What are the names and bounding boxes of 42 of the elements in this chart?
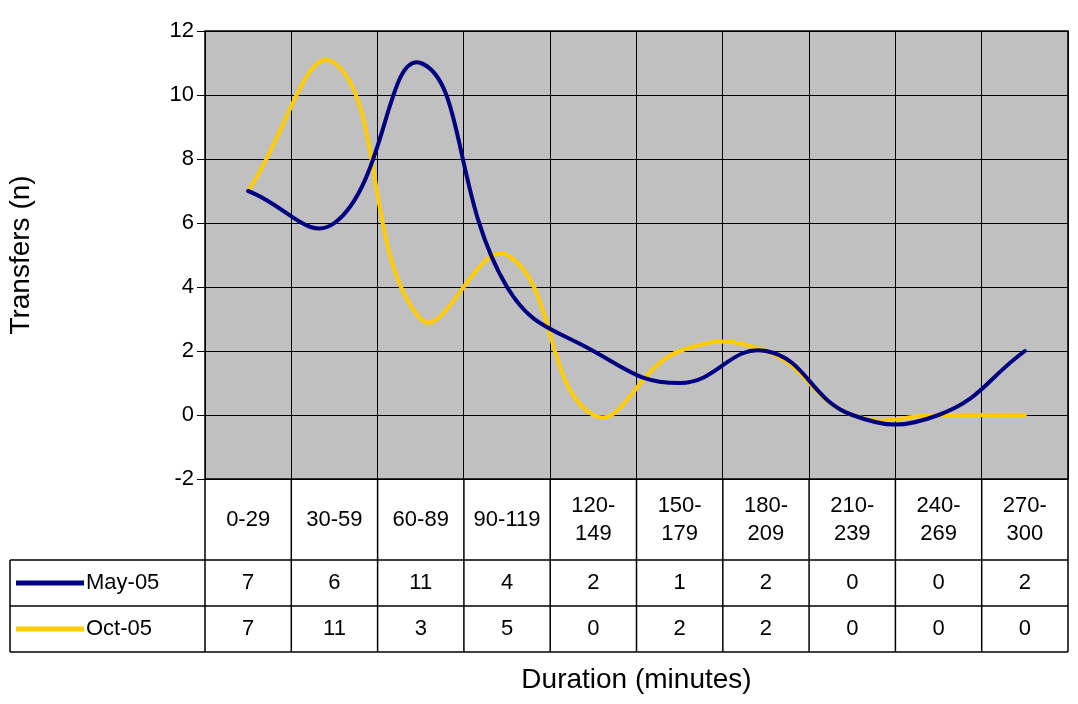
y-tick-label: 6 xyxy=(181,209,194,235)
data-label: 5 xyxy=(500,615,514,641)
x-tick-label: 180-209 xyxy=(743,491,788,545)
legend-label: Oct-05 xyxy=(86,615,153,641)
data-label: 1 xyxy=(673,569,686,595)
data-label: 2 xyxy=(759,569,773,595)
data-label: 11 xyxy=(409,569,433,595)
data-label: 6 xyxy=(328,569,341,595)
y-tick-label: -2 xyxy=(174,465,194,491)
y-axis-title: Transfers (n) xyxy=(3,175,35,335)
data-label: 11 xyxy=(323,615,346,641)
data-label: 0 xyxy=(587,615,600,641)
y-tick-label: 2 xyxy=(181,337,194,363)
x-tick-label: 60-89 xyxy=(392,505,449,531)
data-label: 0 xyxy=(932,615,945,641)
x-tick-label: 30-59 xyxy=(306,505,363,531)
x-tick-label: 90-119 xyxy=(473,505,541,531)
data-label: 0 xyxy=(846,615,859,641)
data-label: 7 xyxy=(242,569,255,595)
y-tick-label: 0 xyxy=(181,401,194,427)
y-tick-label: 10 xyxy=(169,81,194,107)
data-label: 2 xyxy=(587,569,600,595)
data-label: 2 xyxy=(1018,569,1031,595)
legend-label: May-05 xyxy=(86,569,160,595)
x-tick-label: 120-149 xyxy=(571,491,616,545)
data-label: 0 xyxy=(932,569,945,595)
y-tick-label: 8 xyxy=(181,145,194,171)
data-label: 0 xyxy=(1018,615,1031,641)
x-tick-label: 270-300 xyxy=(1002,491,1047,545)
data-label: 2 xyxy=(673,615,686,641)
data-label: 0 xyxy=(846,569,859,595)
y-tick-label: 12 xyxy=(169,17,194,43)
data-label: 4 xyxy=(500,569,514,595)
x-tick-label: 0-29 xyxy=(226,505,271,531)
x-tick-label: 210-239 xyxy=(830,491,875,545)
x-axis-title: Duration (minutes) xyxy=(521,662,752,694)
x-tick-label: 240-269 xyxy=(916,491,961,545)
y-tick-label: 4 xyxy=(181,273,194,299)
data-label: 3 xyxy=(414,615,427,641)
x-tick-label: 150-179 xyxy=(657,491,702,545)
data-label: 7 xyxy=(242,615,255,641)
data-label: 2 xyxy=(759,615,773,641)
